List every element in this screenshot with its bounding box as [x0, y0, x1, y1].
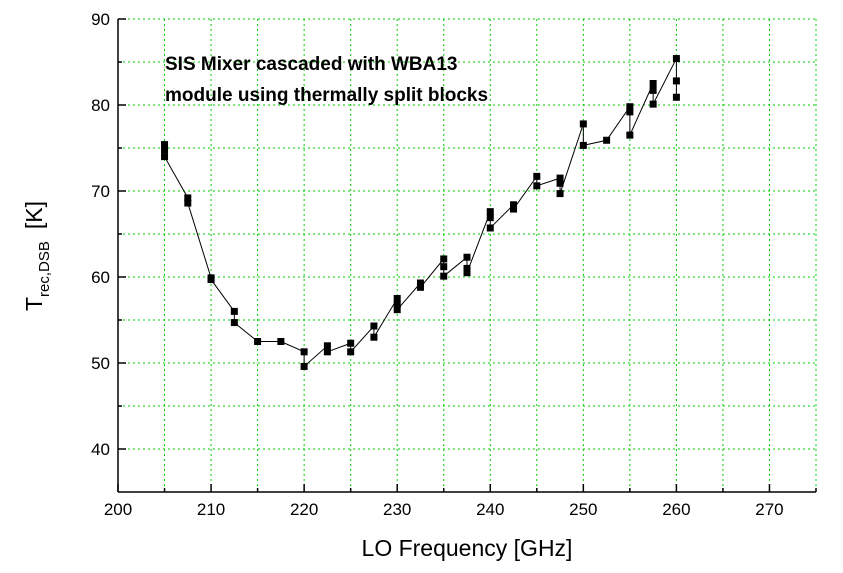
x-tick-label: 200	[104, 500, 132, 519]
point	[277, 338, 285, 345]
point	[672, 55, 680, 63]
x-tick-label: 210	[197, 500, 225, 519]
y-tick-label: 50	[91, 354, 110, 373]
point	[626, 108, 634, 116]
point	[370, 322, 378, 330]
point	[300, 362, 308, 370]
point	[161, 146, 169, 154]
point	[463, 253, 471, 261]
point	[672, 77, 680, 85]
point	[556, 190, 564, 198]
point	[416, 283, 424, 291]
y-tick-label: 40	[91, 440, 110, 459]
point	[161, 141, 169, 149]
y-title-main: T	[21, 297, 47, 311]
point	[486, 208, 494, 216]
y-tick-label: 80	[91, 96, 110, 115]
point	[463, 269, 471, 277]
point	[440, 272, 448, 280]
point	[323, 342, 331, 350]
x-axis-title: LO Frequency [GHz]	[362, 535, 573, 561]
point	[510, 201, 518, 209]
point	[230, 319, 238, 327]
annotation: module using thermally split blocks	[165, 85, 488, 106]
y-title-sub: rec,DSB	[36, 241, 53, 297]
point	[626, 103, 634, 111]
x-tick-label: 270	[755, 500, 783, 519]
point	[649, 86, 657, 94]
x-tick-label: 240	[476, 500, 504, 519]
y-tick-label: 60	[91, 268, 110, 287]
point	[184, 194, 192, 202]
point	[440, 255, 448, 263]
x-tick-label: 230	[383, 500, 411, 519]
point	[626, 131, 634, 139]
point	[649, 80, 657, 87]
x-tick-label: 260	[662, 500, 690, 519]
point	[603, 136, 611, 144]
y-title-unit: [K]	[21, 201, 47, 229]
point	[184, 199, 192, 207]
point	[556, 179, 564, 187]
point	[393, 295, 401, 302]
point	[370, 333, 378, 341]
point	[161, 153, 169, 161]
y-tick-label: 70	[91, 182, 110, 201]
point	[486, 224, 494, 232]
annotation: SIS Mixer cascaded with WBA13	[165, 54, 458, 75]
point	[300, 348, 308, 356]
x-tick-label: 220	[290, 500, 318, 519]
point	[486, 214, 494, 222]
point	[649, 100, 657, 108]
y-axis-title: Trec,DSB [K]	[21, 201, 53, 311]
x-tick-label: 250	[569, 500, 597, 519]
point	[533, 172, 541, 180]
point	[347, 348, 355, 356]
point	[463, 264, 471, 272]
point	[416, 279, 424, 287]
point	[230, 307, 238, 315]
point	[510, 205, 518, 213]
point	[579, 120, 587, 128]
point	[347, 339, 355, 347]
y-tick-label: 90	[91, 10, 110, 29]
point	[207, 276, 215, 284]
series-line	[164, 58, 677, 368]
point	[556, 174, 564, 182]
point	[440, 263, 448, 271]
point	[393, 301, 401, 309]
point	[579, 141, 587, 149]
point	[672, 93, 680, 101]
y-axis-title-text: Trec,DSB [K]	[21, 201, 53, 311]
point	[533, 182, 541, 190]
point	[323, 348, 331, 356]
point	[393, 306, 401, 314]
point	[254, 338, 262, 345]
